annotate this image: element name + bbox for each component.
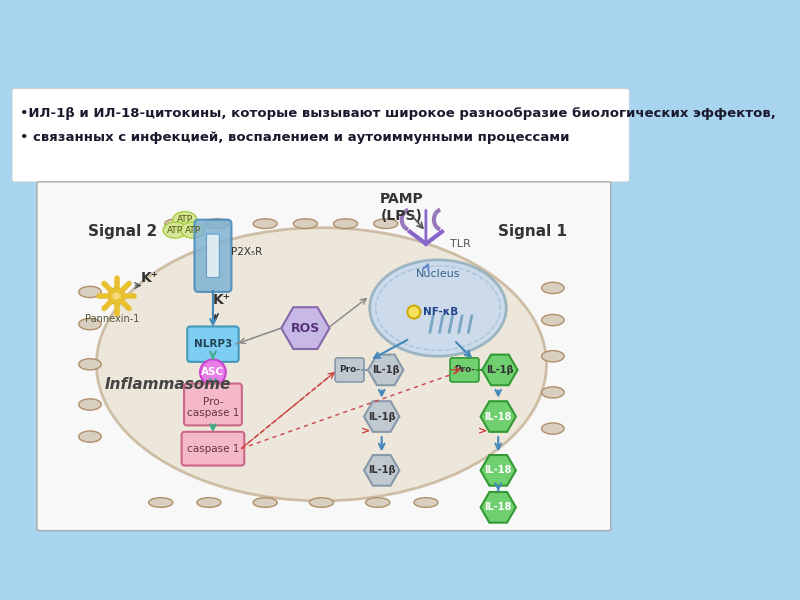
Text: IL-1β: IL-1β — [372, 365, 399, 375]
Text: PAMP
(LPS): PAMP (LPS) — [380, 193, 424, 223]
Text: Signal 2: Signal 2 — [88, 224, 158, 239]
Ellipse shape — [414, 497, 438, 508]
Text: Nucleus: Nucleus — [416, 269, 460, 279]
Text: IL-1β: IL-1β — [368, 412, 395, 422]
Ellipse shape — [149, 497, 173, 508]
Text: P2X₅R: P2X₅R — [230, 247, 262, 257]
Ellipse shape — [78, 359, 102, 370]
Text: ASC: ASC — [202, 367, 225, 377]
Text: >: > — [361, 426, 370, 436]
Text: caspase 1: caspase 1 — [186, 443, 239, 454]
Ellipse shape — [78, 286, 102, 298]
Ellipse shape — [294, 219, 318, 229]
Ellipse shape — [97, 227, 546, 501]
Text: caspase 1: caspase 1 — [186, 407, 239, 418]
Ellipse shape — [78, 319, 102, 330]
Ellipse shape — [310, 497, 334, 508]
FancyBboxPatch shape — [187, 326, 238, 362]
Circle shape — [407, 305, 420, 319]
Ellipse shape — [542, 314, 564, 326]
FancyBboxPatch shape — [182, 432, 244, 466]
Text: NLRP3: NLRP3 — [194, 339, 232, 349]
FancyBboxPatch shape — [194, 220, 231, 292]
Ellipse shape — [163, 222, 187, 238]
Ellipse shape — [173, 212, 197, 227]
Text: IL-1β: IL-1β — [486, 365, 514, 375]
Ellipse shape — [366, 497, 390, 508]
FancyBboxPatch shape — [206, 234, 219, 277]
Text: ATP: ATP — [185, 226, 201, 235]
Ellipse shape — [197, 497, 221, 508]
Text: Pro-: Pro- — [454, 365, 475, 374]
Ellipse shape — [374, 219, 398, 229]
Text: K⁺: K⁺ — [141, 271, 158, 286]
Ellipse shape — [78, 431, 102, 442]
Text: Pro-: Pro- — [202, 397, 223, 407]
FancyBboxPatch shape — [184, 383, 242, 425]
Circle shape — [200, 359, 226, 385]
FancyBboxPatch shape — [12, 89, 630, 182]
FancyBboxPatch shape — [450, 358, 479, 382]
Text: IL-1β: IL-1β — [368, 466, 395, 475]
Ellipse shape — [542, 283, 564, 293]
Text: NF-κB: NF-κB — [423, 307, 458, 317]
Text: Pro-: Pro- — [339, 365, 360, 374]
Ellipse shape — [334, 219, 358, 229]
Text: ATP: ATP — [167, 226, 183, 235]
FancyBboxPatch shape — [37, 182, 610, 530]
Text: Inflammasome: Inflammasome — [105, 377, 231, 392]
Ellipse shape — [205, 219, 229, 229]
Text: K⁺: K⁺ — [213, 293, 231, 307]
Ellipse shape — [78, 399, 102, 410]
Text: • связанных с инфекцией, воспалением и аутоиммунными процессами: • связанных с инфекцией, воспалением и а… — [20, 131, 570, 144]
Text: •ИЛ-1β и ИЛ-18-цитокины, которые вызывают широкое разнообразие биологических эфф: •ИЛ-1β и ИЛ-18-цитокины, которые вызываю… — [20, 107, 776, 120]
Ellipse shape — [542, 387, 564, 398]
Text: TLR: TLR — [450, 239, 470, 249]
Text: ATP: ATP — [177, 215, 193, 224]
Ellipse shape — [542, 423, 564, 434]
Ellipse shape — [253, 219, 278, 229]
Text: IL-18: IL-18 — [485, 412, 512, 422]
Ellipse shape — [253, 497, 278, 508]
Text: Pannexin-1: Pannexin-1 — [86, 314, 140, 323]
Text: IL-18: IL-18 — [485, 502, 512, 512]
Ellipse shape — [165, 219, 189, 229]
Text: IL-18: IL-18 — [485, 466, 512, 475]
Text: Signal 1: Signal 1 — [498, 224, 567, 239]
Text: >: > — [478, 426, 486, 436]
Circle shape — [109, 288, 125, 304]
Ellipse shape — [181, 222, 205, 238]
FancyBboxPatch shape — [335, 358, 364, 382]
Ellipse shape — [542, 350, 564, 362]
Text: ROS: ROS — [290, 322, 320, 335]
Ellipse shape — [370, 260, 506, 356]
